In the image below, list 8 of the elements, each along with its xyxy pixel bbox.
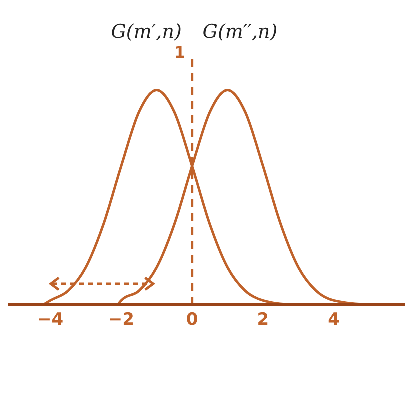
x-tick-label: 4 — [328, 310, 340, 330]
text: G(m′,n) — [111, 21, 182, 43]
x-tick-label: −4 — [37, 310, 64, 330]
x-tick-label: 0 — [186, 310, 198, 330]
text: G(m′′,n) — [202, 21, 278, 43]
x-tick-label: 2 — [257, 310, 270, 330]
text: 1 — [174, 43, 186, 62]
x-tick-label: −2 — [108, 310, 134, 330]
